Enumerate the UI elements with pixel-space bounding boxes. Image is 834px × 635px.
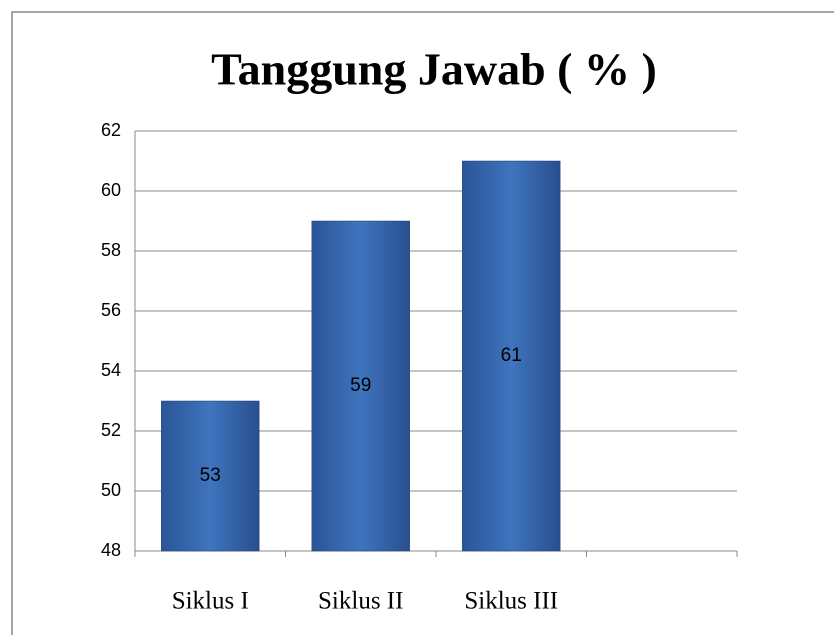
y-tick-label: 60: [101, 180, 121, 200]
y-tick-label: 54: [101, 360, 121, 380]
data-label: 59: [350, 375, 371, 396]
data-label: 53: [200, 465, 221, 486]
data-label: 61: [501, 345, 522, 366]
x-tick-label: Siklus III: [464, 588, 558, 615]
y-tick-label: 50: [101, 480, 121, 500]
y-tick-label: 48: [101, 540, 121, 560]
y-tick-label: 52: [101, 420, 121, 440]
bar: [462, 160, 561, 552]
chart-title: Tanggung Jawab ( % ): [211, 44, 657, 95]
y-tick-label: 56: [101, 300, 121, 320]
chart-frame: [11, 11, 834, 635]
bar: [311, 220, 410, 552]
y-tick-label: 58: [101, 240, 121, 260]
bar: [161, 400, 260, 552]
x-tick-label: Siklus I: [172, 588, 249, 615]
y-tick-label: 62: [101, 120, 121, 140]
x-tick-label: Siklus II: [318, 588, 403, 615]
